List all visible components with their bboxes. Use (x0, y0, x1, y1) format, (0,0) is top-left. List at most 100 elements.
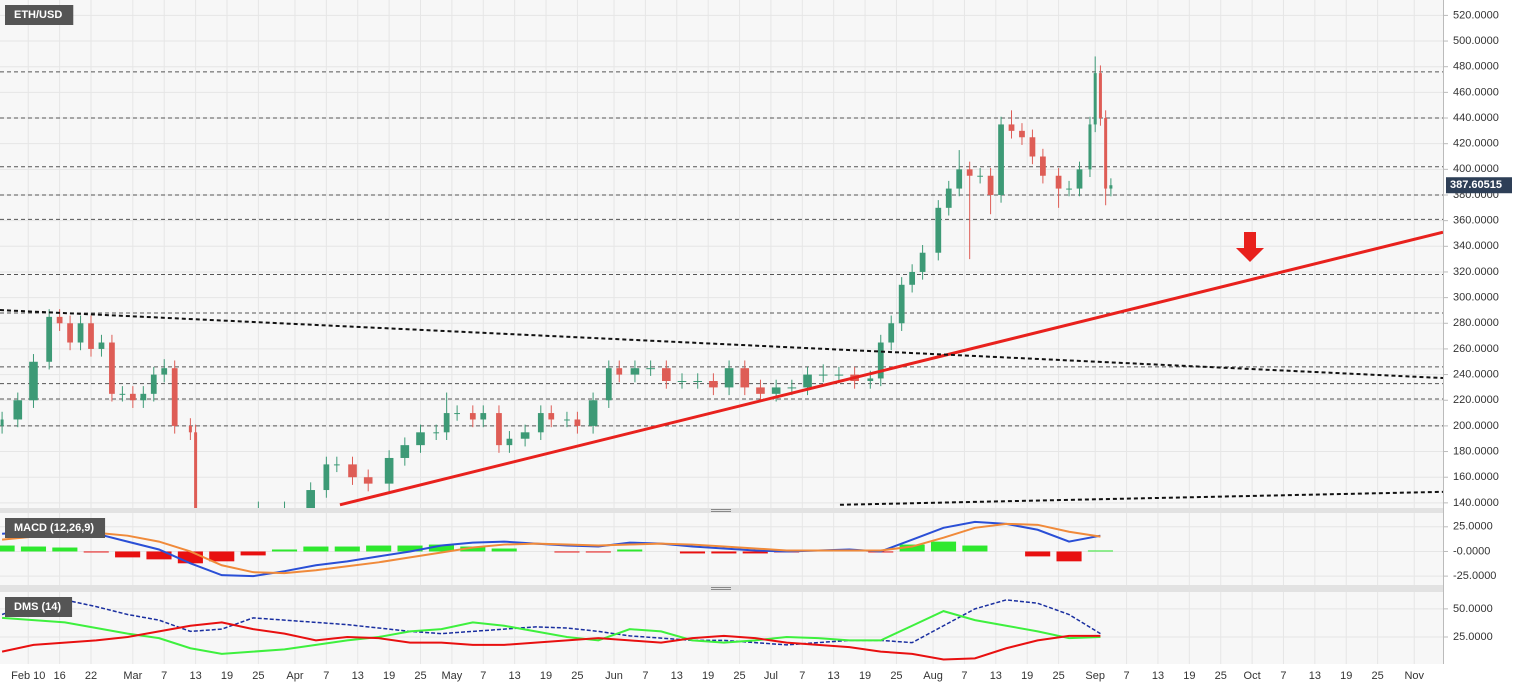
candle-body (1109, 185, 1113, 189)
candle-body (548, 413, 555, 420)
candle-body (67, 323, 73, 343)
candle-body (161, 368, 168, 375)
x-tick-label: 7 (480, 670, 486, 682)
histogram-bar (0, 545, 15, 552)
x-tick-label: 25 (890, 670, 902, 682)
y-tick-label: -0.0000 (1453, 545, 1490, 557)
y-tick-label: 300.0000 (1453, 292, 1499, 304)
candle-body (188, 425, 192, 433)
candle-body (443, 413, 450, 433)
y-tick-label: 400.0000 (1453, 163, 1499, 175)
candle-body (1055, 175, 1062, 189)
candle-body (616, 368, 623, 375)
candle-body (756, 387, 765, 394)
candle-body (724, 368, 734, 388)
candle-body (771, 387, 781, 394)
candle-body (1076, 169, 1083, 189)
x-tick-label: 7 (961, 670, 967, 682)
histogram-bar (146, 551, 172, 560)
candle-body (803, 374, 812, 388)
candle-body (140, 393, 147, 401)
y-tick-label: 160.0000 (1453, 471, 1499, 483)
candle-body (119, 393, 126, 395)
candle-body (333, 464, 340, 466)
x-tick-label: 19 (1340, 670, 1352, 682)
candle-body (469, 413, 476, 420)
trend-line (339, 230, 1443, 507)
candle-body (935, 207, 942, 253)
candle-body (348, 464, 357, 478)
y-tick-label: -25.0000 (1453, 570, 1496, 582)
candle-body (537, 413, 544, 433)
candle-body (998, 124, 1004, 195)
candle-body (520, 432, 530, 439)
price-layer (0, 0, 1443, 508)
x-tick-label: 13 (1309, 670, 1321, 682)
indicator-line (1, 621, 1101, 661)
x-tick-label: Feb 10 (11, 670, 45, 682)
candle-body (693, 381, 703, 382)
separator[interactable] (0, 585, 1443, 592)
histogram-bar (679, 551, 706, 554)
x-tick-label: Mar (123, 670, 142, 682)
candle-body (818, 374, 828, 376)
candle-body (898, 284, 905, 324)
x-tick-label: 19 (383, 670, 395, 682)
separator[interactable] (0, 508, 1443, 513)
candle-body (29, 361, 38, 401)
y-tick-label: 25.0000 (1453, 631, 1493, 643)
candle-body (1104, 118, 1108, 189)
price-panel (0, 0, 1443, 508)
x-tick-label: 13 (671, 670, 683, 682)
histogram-bar (1025, 551, 1051, 557)
y-tick-label: 180.0000 (1453, 445, 1499, 457)
candle-body (98, 342, 105, 349)
candle-body (129, 393, 136, 401)
x-tick-label: May (441, 670, 462, 682)
candle-body (323, 464, 330, 491)
histogram-bar (20, 546, 47, 552)
candle-body (966, 169, 973, 176)
panel-title: DMS (14) (14, 601, 61, 613)
candle-body (88, 323, 94, 349)
x-tick-label: 13 (509, 670, 521, 682)
x-tick-label: 7 (1280, 670, 1286, 682)
y-tick-label: 50.0000 (1453, 603, 1493, 615)
histogram-bar (460, 546, 486, 552)
indicator-line (2, 610, 1101, 655)
candle-body (506, 438, 513, 446)
candle-body (740, 368, 750, 388)
indicator-line (1, 599, 1101, 646)
candle-body (709, 381, 718, 388)
candle-body (13, 400, 23, 420)
candle-body (564, 419, 570, 421)
candle-body (888, 323, 895, 343)
panel-title: ETH/USD (14, 9, 62, 21)
y-tick-label: 340.0000 (1453, 240, 1499, 252)
x-tick-label: 7 (799, 670, 805, 682)
title-box (5, 5, 74, 25)
histogram-bar (742, 551, 768, 554)
y-tick-label: 320.0000 (1453, 266, 1499, 278)
x-tick-label: 25 (733, 670, 745, 682)
y-tick-label: 440.0000 (1453, 112, 1499, 124)
x-tick-label: 25 (1215, 670, 1227, 682)
histogram-bar (240, 551, 266, 556)
x-tick-label: 13 (828, 670, 840, 682)
candle-body (977, 175, 984, 177)
x-tick-label: 13 (990, 670, 1002, 682)
trend-line (0, 309, 1443, 380)
candle-body (787, 387, 797, 389)
x-tick-label: Oct (1244, 670, 1261, 682)
x-tick-label: Apr (286, 670, 303, 682)
y-tick-label: 280.0000 (1453, 317, 1499, 329)
candle-body (877, 342, 884, 379)
histogram-bar (1087, 550, 1113, 552)
candle-body (171, 368, 178, 426)
indicator-line (1, 522, 1101, 575)
panel-title: MACD (12,26,9) (14, 522, 94, 534)
x-tick-label: 13 (189, 670, 201, 682)
arrow-annotation (1236, 232, 1264, 262)
x-tick-label: 7 (161, 670, 167, 682)
